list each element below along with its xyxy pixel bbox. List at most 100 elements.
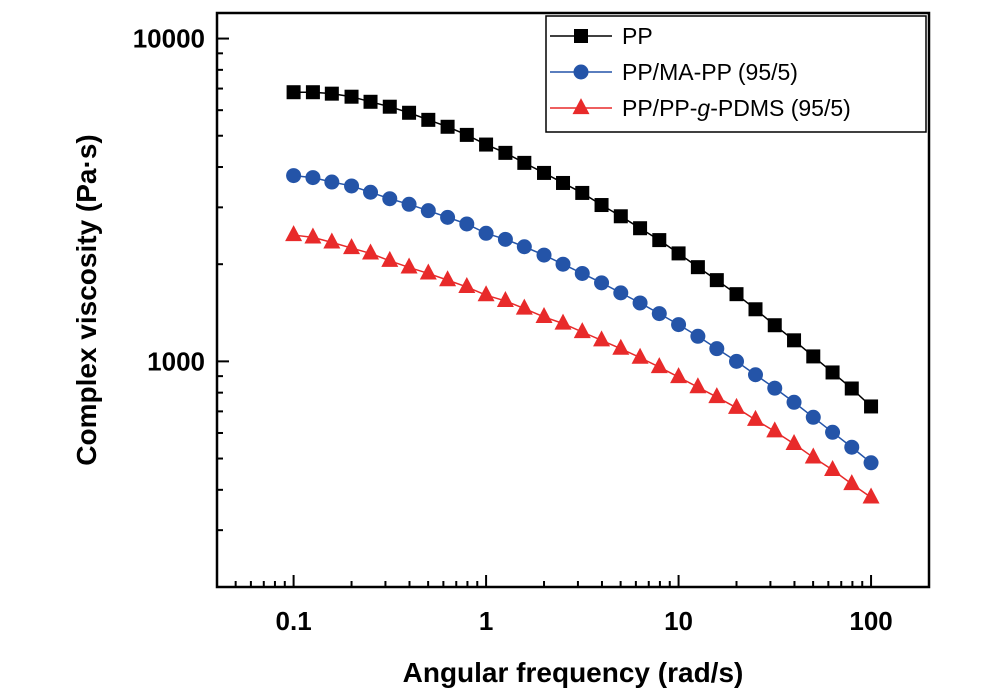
data-point (690, 328, 706, 344)
data-point (575, 185, 590, 200)
data-point (709, 273, 724, 288)
series-circle-group (286, 168, 879, 471)
data-point (728, 397, 746, 414)
data-point (612, 338, 630, 355)
data-point (556, 175, 571, 190)
data-point (690, 260, 705, 275)
data-point (825, 365, 840, 380)
series-layer (285, 85, 880, 504)
data-point (517, 155, 532, 170)
data-point (594, 275, 610, 291)
data-point (515, 298, 533, 315)
legend-marker (574, 29, 588, 43)
data-point (651, 306, 667, 322)
data-point (862, 487, 880, 504)
data-point (305, 85, 320, 100)
y-axis-title: Complex viscosity (Pa·s) (71, 134, 102, 465)
data-point (785, 433, 803, 450)
data-point (804, 447, 822, 464)
legend-label-part: PP/PP- (622, 95, 697, 121)
data-point (766, 421, 784, 438)
data-point (824, 460, 842, 477)
x-tick-label: 0.1 (276, 606, 312, 636)
data-point (286, 168, 302, 184)
data-point (421, 112, 436, 127)
data-point (787, 333, 802, 348)
plot-border (215, 11, 931, 589)
y-tick-label: 10000 (133, 24, 205, 54)
data-point (863, 455, 879, 471)
data-point (323, 232, 341, 249)
data-point (594, 198, 609, 213)
legend-label-part: PP (622, 23, 653, 49)
data-point (439, 270, 457, 287)
data-point (362, 243, 380, 260)
data-point (382, 99, 397, 114)
data-point (767, 380, 783, 396)
data-point (573, 322, 591, 339)
legend-label-part: -PDMS (95/5) (710, 95, 851, 121)
legend-marker (572, 98, 590, 115)
data-point (496, 291, 514, 308)
data-point (729, 353, 745, 369)
data-point (554, 313, 572, 330)
data-point (729, 287, 744, 302)
data-point (825, 424, 841, 440)
legend-marker (573, 64, 589, 80)
data-point (613, 285, 629, 301)
data-point (479, 137, 494, 152)
series-line (293, 174, 872, 464)
legend-item: PP/PP-g-PDMS (95/5) (550, 95, 851, 121)
data-point (459, 216, 475, 232)
data-point (286, 85, 301, 100)
data-point (843, 474, 861, 491)
data-point (632, 295, 648, 311)
legend-item: PP/MA-PP (95/5) (550, 59, 798, 85)
legend: PP PP/MA-PP (95/5) PP/PP-g-PDMS (95/5) (545, 15, 927, 133)
data-point (786, 394, 802, 410)
data-point (650, 357, 668, 374)
x-tick-label: 1 (479, 606, 493, 636)
data-point (671, 246, 686, 261)
data-point (708, 387, 726, 404)
data-point (555, 256, 571, 272)
data-point (537, 165, 552, 180)
plot-frame (215, 11, 931, 589)
data-point (344, 178, 360, 194)
data-point (516, 239, 532, 255)
data-point (459, 127, 474, 142)
legend-label: PP (622, 23, 653, 49)
data-point (497, 231, 513, 247)
data-point (535, 307, 553, 324)
data-point (440, 209, 456, 225)
data-point (671, 317, 687, 333)
data-point (767, 318, 782, 333)
data-point (747, 409, 765, 426)
legend-label-part: PP/MA-PP (95/5) (622, 59, 798, 85)
data-point (631, 347, 649, 364)
data-point (748, 367, 764, 383)
data-point (498, 145, 513, 160)
y-tick-label: 1000 (147, 346, 205, 376)
data-point (613, 209, 628, 224)
legend-label: PP/MA-PP (95/5) (622, 59, 798, 85)
data-point (344, 89, 359, 104)
data-point (285, 225, 303, 242)
series-line (293, 91, 872, 407)
data-point (363, 184, 379, 200)
data-point (363, 94, 378, 109)
x-axis-ticks: 0.1 1 10 100 (216, 575, 930, 636)
data-point (381, 250, 399, 267)
data-point (536, 247, 552, 263)
data-point (574, 265, 590, 281)
data-point (748, 302, 763, 317)
data-point (324, 86, 339, 101)
data-point (324, 174, 340, 190)
x-axis-title: Angular frequency (rad/s) (403, 657, 744, 688)
data-point (806, 349, 821, 364)
data-point (805, 409, 821, 425)
series-triangle-group (285, 225, 880, 504)
legend-label-part: g (697, 95, 710, 121)
data-point (401, 196, 417, 212)
